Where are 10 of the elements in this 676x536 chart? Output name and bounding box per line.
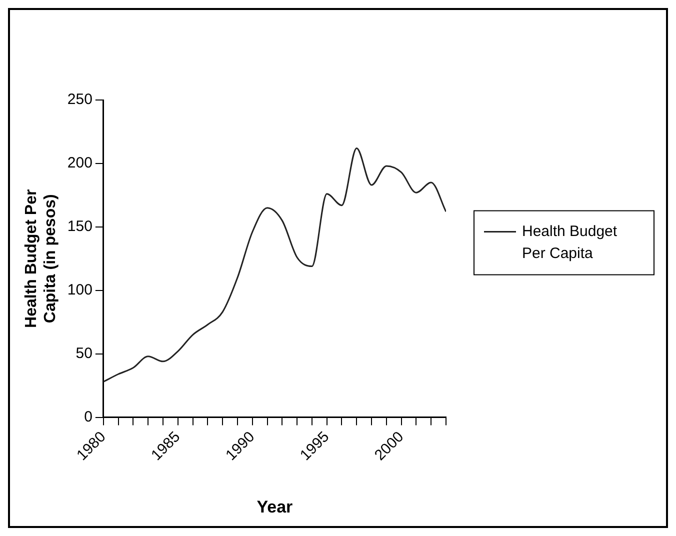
y-tick-label: 50 xyxy=(76,344,92,362)
y-tick-label: 100 xyxy=(67,282,92,299)
legend-label: Health Budget Per Capita xyxy=(522,222,618,262)
y-tick-label: 0 xyxy=(84,408,92,426)
y-tick-label: 150 xyxy=(67,218,92,236)
y-axis-title: Health Budget Per Capita (in pesos) xyxy=(23,189,60,328)
line-series xyxy=(103,147,446,382)
x-axis-title: Year xyxy=(256,497,294,516)
y-tick-label: 200 xyxy=(67,154,92,172)
y-tick-label: 250 xyxy=(67,91,92,108)
